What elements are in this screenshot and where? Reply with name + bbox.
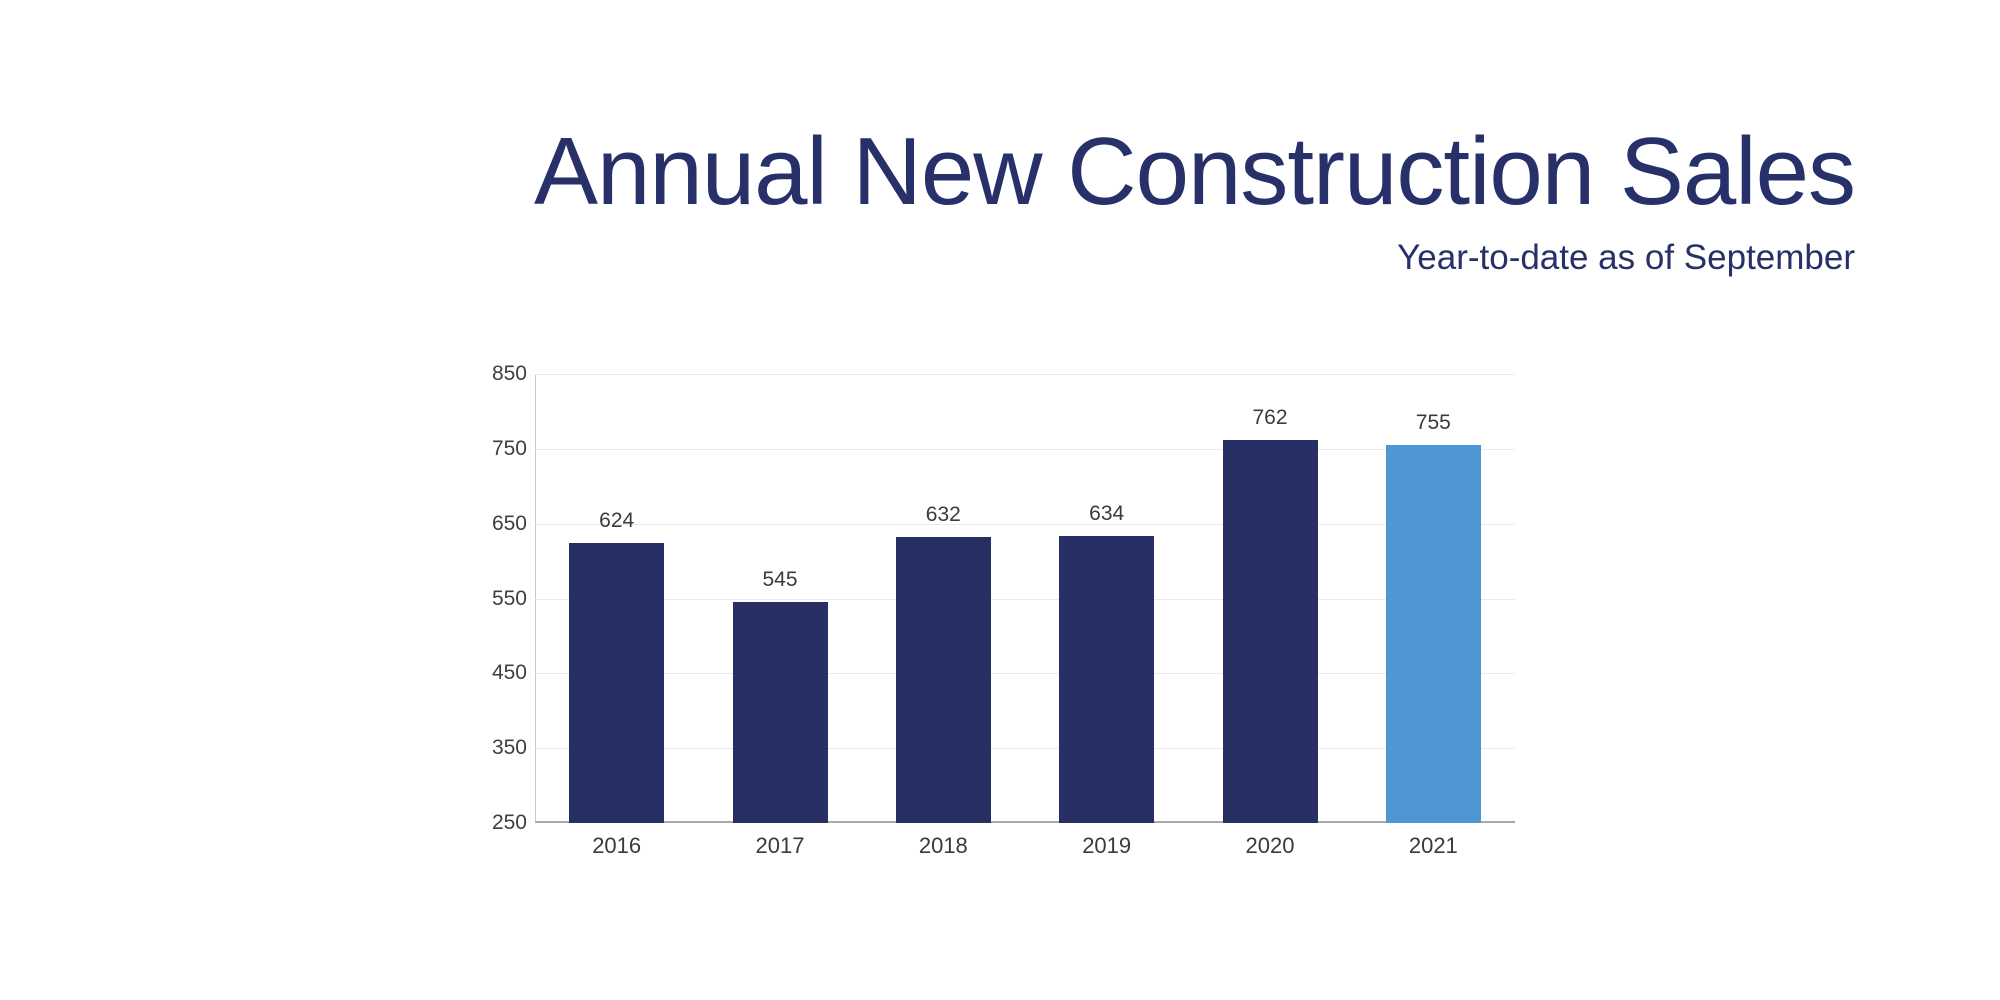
page-subtitle: Year-to-date as of September <box>1397 238 1855 277</box>
bar-chart: 250 350 450 550 650 750 850 624 2016 545 2017 632 20… <box>492 362 1515 858</box>
x-tick-label: 2018 <box>918 833 968 858</box>
bar-2021 <box>1385 445 1481 823</box>
bar-2019 <box>1059 535 1155 823</box>
bar-2018 <box>895 537 991 823</box>
bar-2016 <box>569 543 665 823</box>
x-tick-label: 2021 <box>1408 833 1458 858</box>
y-tick-label: 350 <box>491 736 527 760</box>
bar-value-label: 632 <box>925 503 961 527</box>
x-tick-label: 2017 <box>755 833 805 858</box>
bar-value-label: 755 <box>1415 411 1451 435</box>
bar-value-label: 634 <box>1089 501 1125 525</box>
bar-value-label: 762 <box>1252 405 1288 429</box>
gridline <box>535 523 1515 525</box>
y-tick-label: 850 <box>491 362 527 385</box>
gridline <box>535 374 1515 375</box>
gridline <box>535 748 1515 750</box>
bar-value-label: 624 <box>599 509 635 533</box>
y-tick-label: 550 <box>491 586 527 610</box>
y-tick-label: 450 <box>491 661 527 685</box>
y-tick-label: 250 <box>491 811 527 834</box>
bar-2020 <box>1222 439 1318 823</box>
gridline <box>535 598 1515 600</box>
gridline <box>535 673 1515 675</box>
page-title: Annual New Construction Sales <box>533 118 1856 225</box>
y-tick-label: 750 <box>491 436 527 460</box>
x-tick-label: 2016 <box>592 833 642 858</box>
bar-value-label: 545 <box>762 568 798 592</box>
x-tick-label: 2020 <box>1245 833 1295 858</box>
bar-2017 <box>732 602 828 823</box>
x-tick-label: 2019 <box>1082 833 1132 858</box>
gridline <box>535 448 1515 450</box>
y-tick-label: 650 <box>491 511 527 535</box>
